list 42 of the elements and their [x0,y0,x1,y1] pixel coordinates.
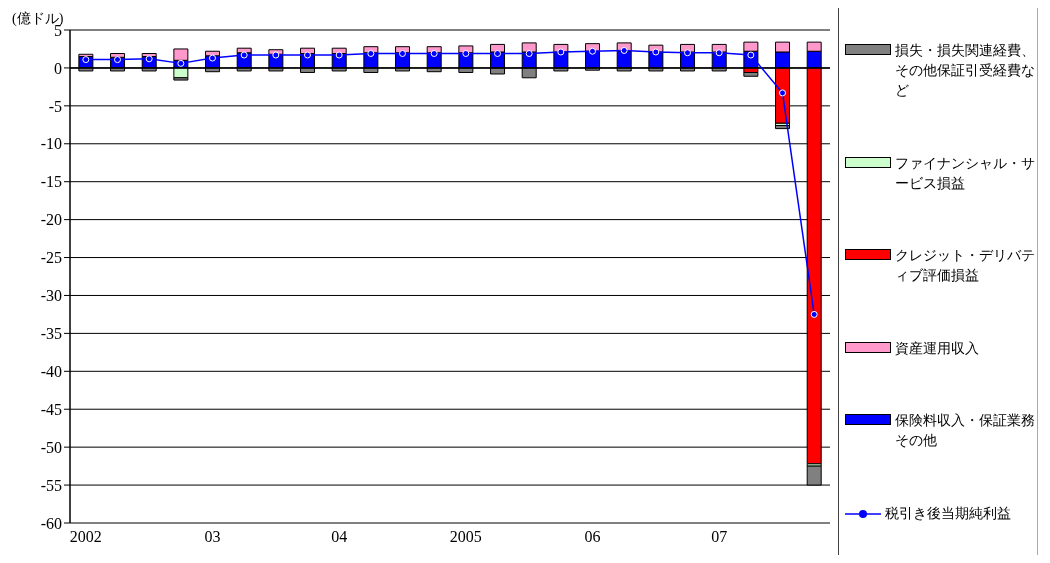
point [747,51,755,59]
point [810,310,818,318]
point [494,50,501,58]
y-tick-label: -40 [40,362,62,380]
y-tick-label: -30 [40,287,62,305]
y-tick-label: -60 [40,514,62,532]
y-tick-label: -15 [40,173,62,191]
point [367,50,375,58]
y-tick-label: -50 [40,438,62,456]
point [715,49,723,57]
x-tick-label: 04 [331,528,348,546]
y-tick-label: -5 [48,97,62,115]
y-tick-label: -25 [40,249,62,267]
legend-label: クレジット・デリバティブ評価損益 [895,246,1035,286]
legend-label: 資産運用収入 [895,338,980,358]
x-tick-label: 2005 [449,528,482,546]
bar [743,71,759,77]
point [335,51,343,59]
point [684,49,691,57]
x-tick-label: 2002 [69,528,102,546]
point [462,50,470,58]
x-tick-label: 03 [204,528,221,546]
y-tick-label: -10 [40,135,62,153]
point [304,51,311,59]
y-tick-label: -45 [40,400,62,418]
point [240,51,248,59]
legend-label: 保険料収入・保証業務その他 [895,411,1035,451]
legend-label: ファイナンシャル・サービス損益 [895,153,1035,193]
point [177,59,185,67]
point [430,50,438,58]
y-tick-label: -20 [40,211,62,229]
x-tick-label: 06 [584,528,601,546]
legend-label: 損失・損失関連経費、その他保証引受経費など [895,41,1035,101]
x-tick-label: 07 [711,528,728,546]
point [399,50,406,58]
point [272,51,280,59]
point [779,89,786,97]
point [525,50,533,58]
y-tick-label: -55 [40,476,62,494]
y-tick-label: -35 [40,325,62,343]
legend-label: 税引き後当期純利益 [885,503,1012,523]
y-tick-label: 0 [54,59,62,77]
